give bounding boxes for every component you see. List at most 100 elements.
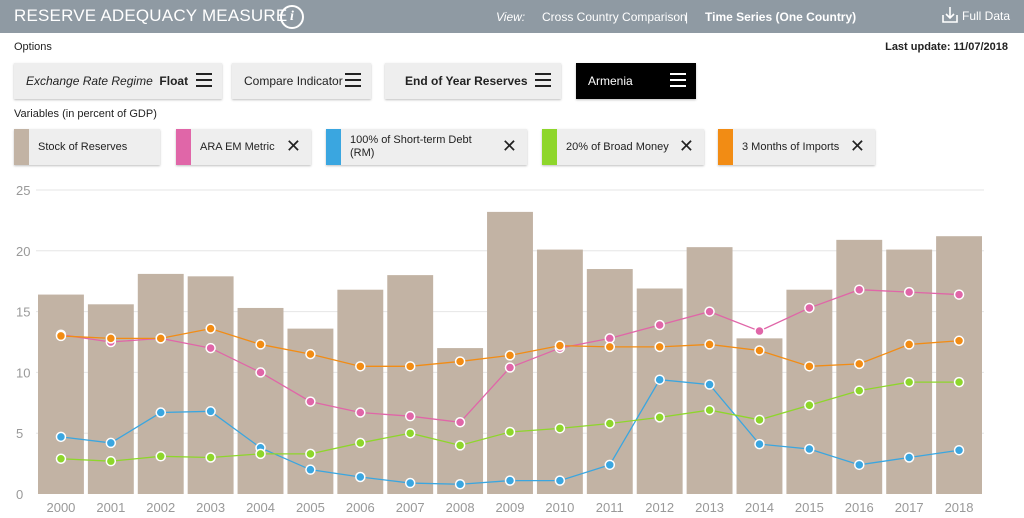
data-point	[903, 286, 915, 298]
data-point	[454, 479, 466, 490]
country-label: Armenia	[588, 74, 633, 88]
variable-chip-ara-em-metric[interactable]: ARA EM Metric ✕	[176, 129, 311, 165]
x-tick-label: 2002	[146, 500, 175, 515]
menu-icon	[196, 73, 212, 87]
data-point	[704, 339, 715, 350]
variables-label: Variables (in percent of GDP)	[14, 108, 157, 120]
bar	[38, 294, 84, 494]
data-point	[305, 348, 316, 360]
data-point	[754, 325, 765, 337]
data-point	[55, 453, 67, 464]
x-tick-label: 2005	[296, 500, 325, 515]
data-point	[854, 459, 865, 471]
x-tick-label: 2013	[695, 500, 724, 515]
data-point	[504, 362, 516, 373]
download-icon[interactable]	[942, 6, 958, 24]
bar	[586, 269, 633, 494]
y-tick-label: 25	[16, 183, 30, 198]
data-point	[604, 341, 616, 353]
data-point	[854, 385, 865, 396]
data-point	[604, 459, 616, 471]
variable-chip-short-term-debt[interactable]: 100% of Short-term Debt (RM) ✕	[326, 129, 527, 165]
data-point	[255, 339, 266, 350]
x-tick-label: 2007	[396, 500, 425, 515]
x-tick-label: 2001	[96, 500, 125, 515]
data-point	[953, 444, 965, 456]
variable-chip-label: ARA EM Metric	[200, 141, 275, 153]
view-time-series-link[interactable]: Time Series (One Country)	[705, 10, 857, 24]
data-point	[205, 452, 216, 463]
data-point	[504, 426, 516, 438]
data-point	[554, 340, 566, 351]
variable-chip-label-line2: (RM)	[350, 147, 375, 159]
view-label: View:	[496, 10, 526, 24]
variable-chip-stock-of-reserves[interactable]: Stock of Reserves	[14, 129, 160, 165]
page-title: RESERVE ADEQUACY MEASURE	[14, 6, 288, 25]
data-point	[105, 333, 117, 344]
country-select[interactable]: Armenia	[576, 63, 696, 99]
data-point	[205, 323, 216, 334]
x-tick-label: 2006	[346, 500, 375, 515]
variable-chip-months-of-imports[interactable]: 3 Months of Imports ✕	[718, 129, 875, 165]
menu-icon	[535, 73, 551, 87]
data-point	[704, 379, 715, 390]
data-point	[554, 423, 566, 434]
data-point	[903, 376, 915, 388]
x-tick-label: 2008	[446, 500, 475, 515]
data-point	[355, 437, 366, 449]
regime-label: Exchange Rate Regime	[26, 74, 153, 88]
remove-icon[interactable]: ✕	[678, 136, 694, 156]
data-point	[404, 410, 416, 422]
x-tick-label: 2017	[895, 500, 924, 515]
info-icon[interactable]: i	[280, 5, 304, 29]
bar	[337, 289, 384, 494]
remove-icon[interactable]: ✕	[849, 136, 865, 156]
data-point	[355, 471, 366, 483]
data-point	[305, 464, 316, 475]
variable-chip-label: 3 Months of Imports	[742, 141, 840, 153]
data-point	[754, 438, 765, 450]
x-tick-label: 2000	[46, 500, 75, 515]
variable-chip-label-line1: 100% of Short-term Debt	[350, 134, 472, 146]
x-tick-label: 2015	[795, 500, 824, 515]
data-point	[804, 302, 815, 314]
header-bar: RESERVE ADEQUACY MEASURE i View: Cross C…	[0, 0, 1024, 33]
variable-chip-broad-money[interactable]: 20% of Broad Money ✕	[542, 129, 704, 165]
series-swatch	[326, 129, 341, 165]
y-tick-label: 20	[16, 244, 30, 259]
remove-icon[interactable]: ✕	[285, 136, 301, 156]
series-swatch	[542, 129, 557, 165]
data-point	[804, 399, 815, 411]
data-point	[55, 330, 67, 342]
bar	[237, 307, 284, 494]
data-point	[155, 333, 166, 344]
data-point	[155, 407, 166, 418]
data-point	[355, 361, 366, 372]
x-tick-label: 2003	[196, 500, 225, 515]
y-tick-label: 10	[16, 365, 30, 380]
data-point	[404, 427, 416, 439]
data-point	[903, 339, 915, 350]
exchange-regime-select[interactable]: Exchange Rate Regime Float	[14, 63, 222, 99]
data-point	[255, 367, 266, 378]
data-point	[704, 404, 715, 416]
variable-chip-label: 100% of Short-term Debt (RM)	[350, 134, 472, 160]
data-point	[704, 306, 715, 317]
full-data-link[interactable]: Full Data	[962, 9, 1011, 23]
data-point	[205, 342, 216, 354]
data-point	[504, 350, 516, 361]
remove-icon[interactable]: ✕	[501, 136, 517, 156]
options-label: Options	[14, 41, 52, 53]
bar	[686, 247, 733, 494]
reserve-type-label: End of Year Reserves	[405, 74, 528, 88]
menu-icon	[670, 73, 686, 87]
x-tick-label: 2012	[645, 500, 674, 515]
data-point	[903, 452, 915, 463]
reserve-type-select[interactable]: End of Year Reserves	[385, 63, 561, 99]
data-point	[804, 361, 815, 372]
x-tick-label: 2016	[845, 500, 874, 515]
view-cross-country-link[interactable]: Cross Country Comparison	[542, 10, 687, 24]
compare-indicator-select[interactable]: Compare Indicator	[232, 63, 371, 99]
data-point	[854, 284, 865, 295]
data-point	[504, 475, 516, 486]
